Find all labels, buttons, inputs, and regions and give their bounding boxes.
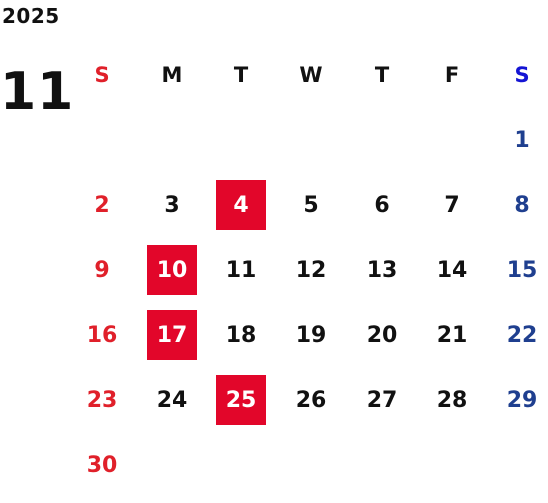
day-cell[interactable]: 1 — [514, 127, 530, 153]
day-cell[interactable]: 19 — [295, 322, 327, 348]
week-row-5: 23 24 25 26 27 28 29 — [68, 375, 548, 440]
day-cell[interactable]: 21 — [436, 322, 468, 348]
weekday-header-row: S M T W T F S — [68, 50, 548, 115]
day-cell[interactable]: 14 — [436, 257, 468, 283]
day-cell[interactable]: 12 — [295, 257, 327, 283]
week-row-2: 2 3 4 5 6 7 8 — [68, 180, 548, 245]
weekday-header-wed: W — [299, 63, 323, 87]
day-cell-highlighted[interactable]: 4 — [216, 180, 266, 230]
week-row-1: 1 — [68, 115, 548, 180]
weekday-header-sun: S — [94, 63, 110, 87]
day-cell[interactable]: 28 — [436, 387, 468, 413]
weekday-header-tue: T — [233, 63, 249, 87]
weekday-header-mon: M — [161, 63, 183, 87]
day-cell[interactable]: 23 — [86, 387, 118, 413]
day-cell[interactable]: 3 — [164, 192, 180, 218]
day-cell[interactable]: 8 — [514, 192, 530, 218]
day-cell[interactable]: 2 — [94, 192, 110, 218]
day-cell[interactable]: 5 — [303, 192, 319, 218]
day-cell[interactable]: 15 — [506, 257, 538, 283]
day-cell[interactable]: 20 — [366, 322, 398, 348]
day-cell[interactable]: 13 — [366, 257, 398, 283]
week-row-4: 16 17 18 19 20 21 22 — [68, 310, 548, 375]
day-cell[interactable]: 9 — [94, 257, 110, 283]
day-cell[interactable]: 16 — [86, 322, 118, 348]
day-cell[interactable]: 27 — [366, 387, 398, 413]
day-cell-highlighted[interactable]: 10 — [147, 245, 197, 295]
weekday-header-sat: S — [514, 63, 530, 87]
day-cell[interactable]: 30 — [86, 452, 118, 478]
day-cell[interactable]: 24 — [156, 387, 188, 413]
day-cell[interactable]: 11 — [225, 257, 257, 283]
day-cell[interactable]: 22 — [506, 322, 538, 348]
day-cell-highlighted[interactable]: 25 — [216, 375, 266, 425]
day-cell-highlighted[interactable]: 17 — [147, 310, 197, 360]
day-cell[interactable]: 7 — [444, 192, 460, 218]
week-row-6: 30 — [68, 440, 548, 503]
week-row-3: 9 10 11 12 13 14 15 — [68, 245, 548, 310]
weekday-header-thu: T — [374, 63, 390, 87]
year-label: 2025 — [2, 4, 60, 28]
month-number: 11 — [0, 62, 75, 122]
calendar-grid: S M T W T F S 1 2 3 4 5 6 7 8 9 10 11 12… — [68, 50, 548, 503]
day-cell[interactable]: 26 — [295, 387, 327, 413]
weekday-header-fri: F — [444, 63, 460, 87]
day-cell[interactable]: 6 — [374, 192, 390, 218]
day-cell[interactable]: 29 — [506, 387, 538, 413]
day-cell[interactable]: 18 — [225, 322, 257, 348]
